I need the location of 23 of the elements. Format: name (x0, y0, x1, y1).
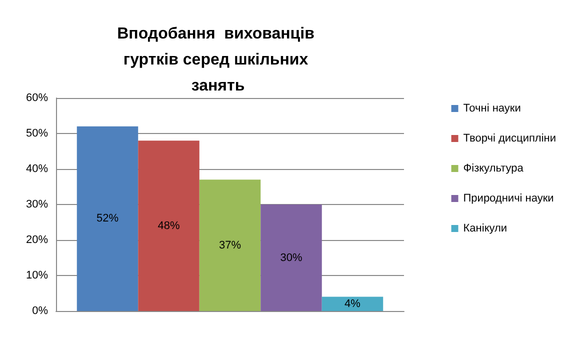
legend-label: Природничі науки (463, 192, 554, 204)
y-tick-label: 10% (26, 270, 48, 282)
y-tick-label: 20% (26, 234, 48, 246)
bar (199, 180, 261, 311)
legend-label: Фізкультура (463, 162, 524, 174)
chart-title: Вподобання вихованців гуртків серед шкільних занять (117, 26, 319, 94)
y-tick-label: 40% (26, 163, 48, 175)
bar (260, 204, 322, 311)
legend-label: Точні науки (463, 102, 521, 114)
data-label: 30% (280, 252, 302, 264)
y-tick-label: 60% (26, 92, 48, 104)
y-tick-label: 30% (26, 198, 48, 210)
y-tick-label: 50% (26, 128, 48, 140)
data-label: 4% (344, 298, 361, 310)
bar (138, 140, 200, 311)
data-label: 37% (218, 239, 242, 252)
data-label: 52% (96, 212, 119, 225)
bar (76, 126, 138, 311)
y-tick-label: 0% (32, 305, 48, 317)
bar (322, 296, 384, 311)
legend-label: Канікули (463, 222, 508, 234)
data-label: 48% (158, 220, 180, 232)
legend-label: Творчі дисципліни (463, 132, 556, 144)
